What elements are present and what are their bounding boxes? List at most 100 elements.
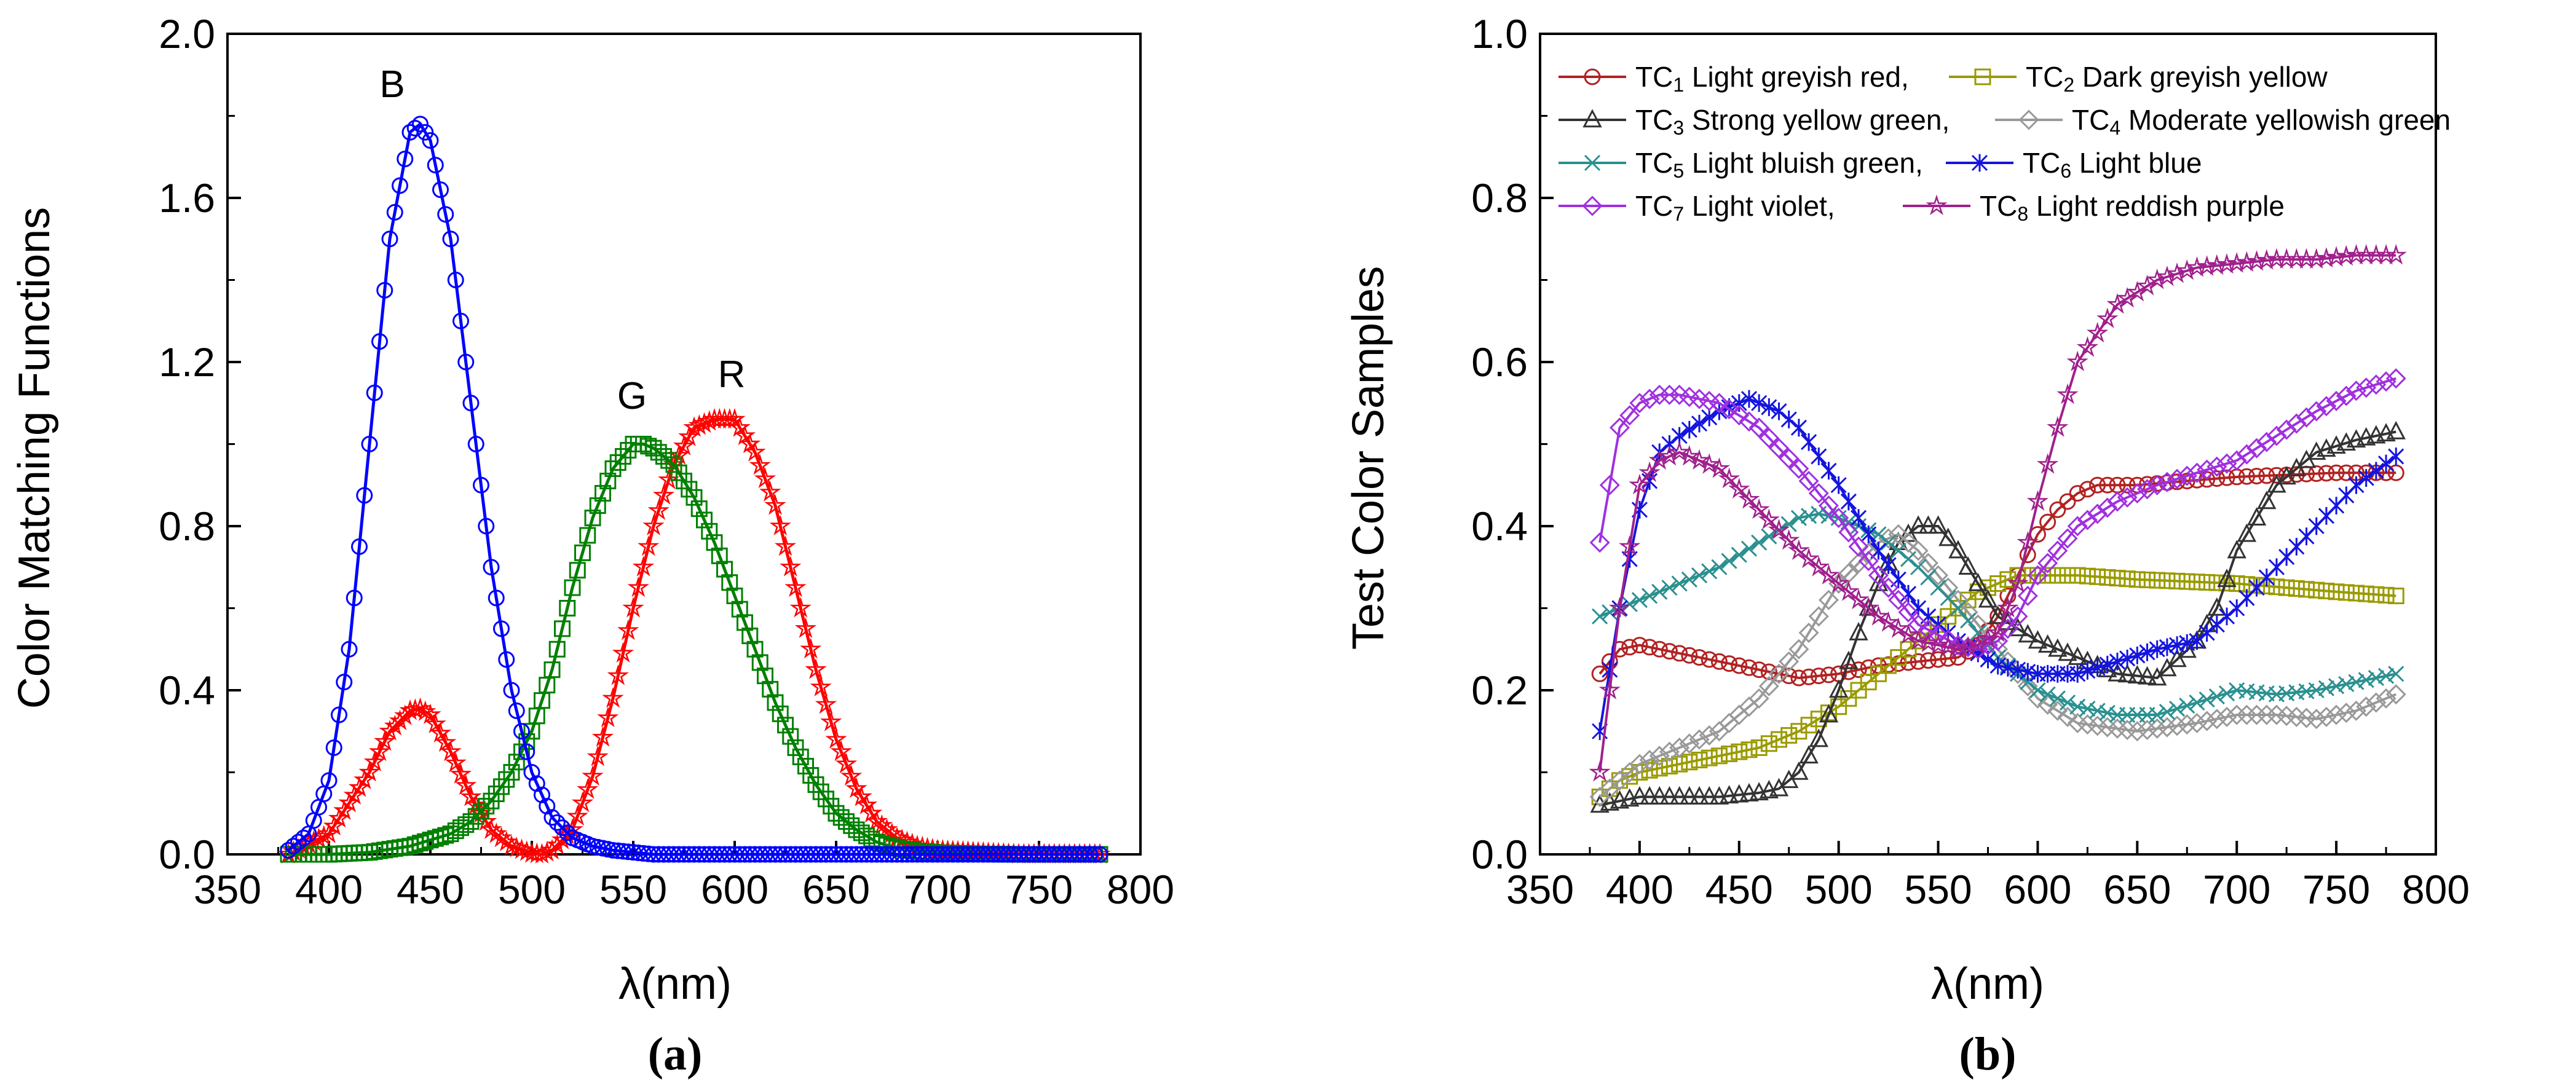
panel-b-data-point [2159, 703, 2175, 720]
panel-b-data-point [2139, 476, 2156, 493]
panel-a-data-point [513, 743, 530, 760]
panel-a-series-b [280, 116, 1108, 863]
panel-a-data-point [571, 792, 594, 813]
legend-marker [2018, 109, 2039, 130]
panel-a-data-point [772, 705, 789, 722]
panel-b-data-point [1900, 585, 1917, 603]
panel-b-data-point [1910, 653, 1927, 670]
panel-a-data-point [861, 802, 883, 823]
legend-label-index: 3 [1673, 117, 1684, 139]
panel-b-data-point [2366, 692, 2387, 713]
panel-b-data-point [2186, 712, 2207, 733]
panel-b-data-point [2107, 491, 2128, 512]
panel-b-data-point [1788, 459, 1809, 479]
panel-b-data-point [2169, 636, 2186, 654]
panel-a-data-point [427, 157, 444, 174]
panel-b-data-point [2227, 540, 2246, 559]
legend-marker [1971, 154, 1988, 172]
panel-b-data-point [2079, 567, 2096, 585]
panel-b-data-point [1751, 394, 1768, 412]
panel-a-data-point [599, 473, 617, 490]
panel-b-legend: TC1 Light greyish red, TC2 Dark greyish y… [1559, 61, 2451, 225]
panel-a-data-point [457, 353, 475, 371]
panel-a-data-point [741, 628, 759, 645]
panel-b-data-point [1808, 606, 1829, 627]
panel-a-data-point [622, 596, 644, 618]
panel-b-data-point [1867, 605, 1890, 626]
panel-b-data-point [1701, 563, 1718, 580]
panel-b-data-point [2236, 704, 2257, 725]
legend-label-desc: Light violet, [1684, 190, 1835, 222]
legend-entry-tc3: TC3 Strong yellow green, [1559, 104, 1950, 139]
panel-b-data-point [1910, 599, 1927, 617]
panel-a-xtick-label: 700 [904, 867, 971, 912]
panel-b-data-point [1828, 572, 1850, 593]
panel-a-ytick-label: 2.0 [159, 11, 215, 57]
panel-b-data-point [1947, 637, 1969, 659]
panel-b-data-point [1868, 572, 1889, 591]
panel-a-data-point [435, 731, 457, 752]
panel-b-data-point [2226, 450, 2247, 471]
panel-a-data-point [455, 774, 477, 795]
panel-b-data-point [2256, 249, 2278, 270]
panel-a-data-point [541, 838, 563, 860]
panel-a-data-point [733, 424, 756, 446]
panel-b-data-point [1760, 735, 1777, 752]
panel-b-data-point [1839, 650, 1859, 669]
panel-a-data-point [336, 674, 353, 691]
panel-a-data-point [767, 694, 784, 711]
panel-b-data-point [1651, 583, 1668, 600]
panel-a-data-point [615, 448, 631, 465]
panel-b-data-point [2308, 682, 2325, 699]
panel-a-series-g [280, 436, 1108, 863]
panel-a-data-point [673, 435, 695, 455]
panel-b-data-point [2328, 464, 2345, 481]
panel-a-data-point [777, 717, 794, 734]
panel-b-data-point [2318, 465, 2335, 482]
panel-a-data-point [554, 819, 571, 837]
panel-b-data-point [2169, 700, 2186, 717]
panel-a-data-point [711, 547, 728, 564]
panel-a-xtick-label: 550 [599, 867, 667, 912]
panel-a-data-point [690, 500, 708, 518]
panel-b-data-point [2186, 256, 2208, 277]
panel-a-data-point [762, 680, 779, 698]
panel-b-data-point [1758, 675, 1779, 696]
panel-b-data-point [1817, 564, 1840, 585]
panel-a-data-point [589, 497, 606, 514]
panel-b-data-point [2157, 717, 2178, 738]
panel-b-data-point [2356, 696, 2377, 717]
panel-b-data-point [1592, 608, 1608, 624]
panel-b-data-point [1789, 761, 1809, 780]
panel-a-data-point [647, 499, 670, 520]
panel-b-data-point [1728, 478, 1750, 498]
panel-a-data-point [467, 808, 484, 825]
panel-a-data-point [757, 668, 773, 685]
panel-b-data-point [1788, 539, 1810, 561]
panel-a-xlabel: λ(nm) [618, 959, 732, 1009]
panel-b-data-point [1898, 602, 1919, 623]
panel-b-data-point [2057, 706, 2078, 727]
panel-a-data-point [386, 203, 403, 221]
panel-a-data-point [595, 485, 611, 502]
panel-b-ytick-label: 0.6 [1471, 339, 1528, 385]
panel-b-data-point [1848, 536, 1869, 557]
panel-b-data-point [2089, 568, 2106, 585]
legend-label-index: 7 [1673, 203, 1684, 225]
panel-a-data-point [638, 535, 660, 556]
panel-a-xtick-label: 650 [802, 867, 870, 912]
panel-b-data-point [1769, 663, 1790, 684]
panel-a-chart: Color Matching Functions λ(nm) (a) B G R… [10, 11, 1174, 1080]
panel-a-data-point [632, 556, 655, 577]
panel-b-data-point [2189, 694, 2205, 711]
panel-b-data-point [2119, 649, 2136, 668]
panel-a-data-point [855, 794, 878, 814]
panel-a-ytick-label: 0.4 [159, 668, 215, 713]
panel-b-data-point [2086, 321, 2109, 343]
legend-label-index: 5 [1673, 160, 1684, 182]
panel-b-xtick-label: 450 [1705, 867, 1773, 912]
panel-b-data-point [1799, 745, 1819, 764]
panel-a-data-point [406, 120, 424, 137]
panel-a-xtick-label: 500 [498, 867, 566, 912]
panel-a-data-point [449, 763, 472, 784]
